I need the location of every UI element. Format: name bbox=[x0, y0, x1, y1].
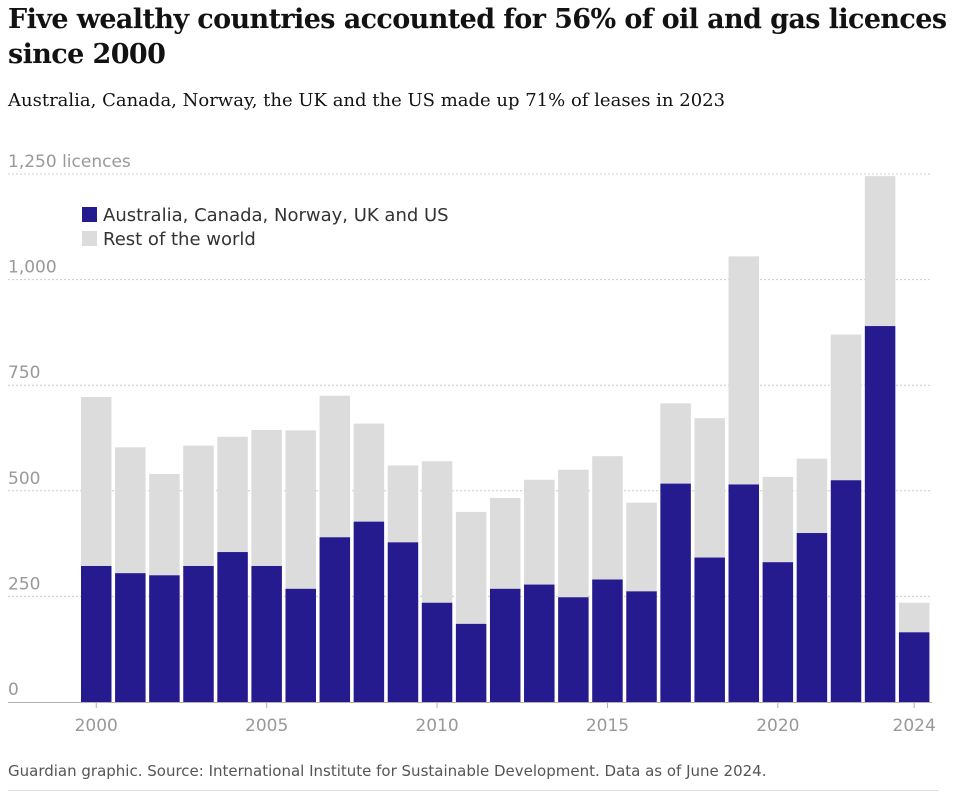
bar-rest-of-world-2023 bbox=[864, 176, 896, 327]
bar-five-countries-2003 bbox=[183, 565, 214, 702]
bar-five-countries-2015 bbox=[592, 579, 623, 702]
bar-five-countries-2014 bbox=[558, 597, 589, 702]
bar-rest-of-world-2024 bbox=[898, 602, 930, 633]
bar-five-countries-2006 bbox=[285, 588, 316, 702]
bar-five-countries-2024 bbox=[898, 632, 930, 702]
bar-five-countries-2004 bbox=[217, 552, 248, 702]
bar-rest-of-world-2022 bbox=[830, 334, 862, 481]
bar-rest-of-world-2013 bbox=[524, 479, 555, 585]
bar-five-countries-2010 bbox=[421, 602, 453, 702]
y-tick-label: 500 bbox=[8, 469, 40, 489]
bar-five-countries-2017 bbox=[660, 483, 691, 702]
bar-rest-of-world-2014 bbox=[558, 469, 589, 598]
bar-rest-of-world-2005 bbox=[251, 429, 282, 566]
bar-rest-of-world-2001 bbox=[115, 447, 146, 574]
bar-five-countries-2020 bbox=[762, 562, 794, 702]
x-tick-label: 2005 bbox=[245, 716, 288, 736]
bar-five-countries-2016 bbox=[626, 591, 657, 702]
bar-rest-of-world-2016 bbox=[626, 502, 657, 592]
y-tick-label: 1,250 licences bbox=[8, 152, 131, 172]
x-tick-label: 2024 bbox=[893, 716, 936, 736]
legend-label-rest-of-world: Rest of the world bbox=[103, 229, 256, 250]
bar-rest-of-world-2004 bbox=[217, 436, 248, 553]
bar-five-countries-2023 bbox=[864, 326, 896, 702]
legend-swatch-rest-of-world bbox=[82, 231, 97, 246]
x-tick-label: 2015 bbox=[586, 716, 629, 736]
legend-label-five-countries: Australia, Canada, Norway, UK and US bbox=[103, 205, 449, 226]
bar-rest-of-world-2010 bbox=[421, 461, 453, 603]
bar-five-countries-2021 bbox=[796, 533, 828, 702]
y-tick-label: 0 bbox=[8, 680, 19, 700]
x-tick-label: 2000 bbox=[75, 716, 118, 736]
bar-five-countries-2005 bbox=[251, 565, 282, 702]
bar-five-countries-2018 bbox=[694, 557, 725, 702]
bar-rest-of-world-2008 bbox=[353, 423, 385, 522]
bar-rest-of-world-2000 bbox=[81, 397, 112, 566]
bar-rest-of-world-2003 bbox=[183, 445, 214, 566]
bar-rest-of-world-2020 bbox=[762, 476, 794, 563]
chart-title: Five wealthy countries accounted for 56%… bbox=[8, 4, 947, 70]
bar-five-countries-2001 bbox=[115, 573, 146, 702]
y-tick-label: 750 bbox=[8, 363, 40, 383]
y-tick-label: 250 bbox=[8, 574, 40, 594]
bar-rest-of-world-2019 bbox=[728, 256, 760, 485]
bar-rest-of-world-2012 bbox=[489, 497, 521, 589]
bar-five-countries-2002 bbox=[149, 575, 180, 702]
bar-five-countries-2008 bbox=[353, 521, 385, 702]
bar-five-countries-2022 bbox=[830, 480, 862, 702]
bar-rest-of-world-2011 bbox=[455, 511, 487, 624]
bar-five-countries-2009 bbox=[387, 542, 419, 702]
bar-five-countries-2000 bbox=[81, 565, 112, 702]
y-tick-label: 1,000 bbox=[8, 258, 57, 278]
bar-rest-of-world-2018 bbox=[694, 418, 725, 558]
bar-rest-of-world-2009 bbox=[387, 465, 419, 543]
bar-five-countries-2019 bbox=[728, 484, 760, 702]
footer-divider bbox=[8, 790, 938, 791]
bar-rest-of-world-2015 bbox=[592, 456, 623, 580]
source-note: Guardian graphic. Source: International … bbox=[8, 762, 767, 780]
x-tick-label: 2010 bbox=[415, 716, 458, 736]
chart-subtitle: Australia, Canada, Norway, the UK and th… bbox=[8, 90, 726, 111]
stacked-bar-chart: 0 250 500 750 1,000 1,250 licences 2000 2005 201… bbox=[8, 152, 936, 736]
bar-rest-of-world-2021 bbox=[796, 458, 828, 534]
bar-five-countries-2012 bbox=[489, 588, 521, 702]
bar-five-countries-2007 bbox=[319, 537, 351, 702]
bar-rest-of-world-2002 bbox=[149, 473, 180, 576]
legend-swatch-five-countries bbox=[82, 207, 97, 222]
bar-rest-of-world-2017 bbox=[660, 403, 691, 484]
bar-rest-of-world-2007 bbox=[319, 395, 351, 538]
bar-rest-of-world-2006 bbox=[285, 430, 316, 589]
bar-five-countries-2011 bbox=[455, 623, 487, 702]
x-tick-label: 2020 bbox=[756, 716, 799, 736]
bar-five-countries-2013 bbox=[524, 584, 555, 702]
